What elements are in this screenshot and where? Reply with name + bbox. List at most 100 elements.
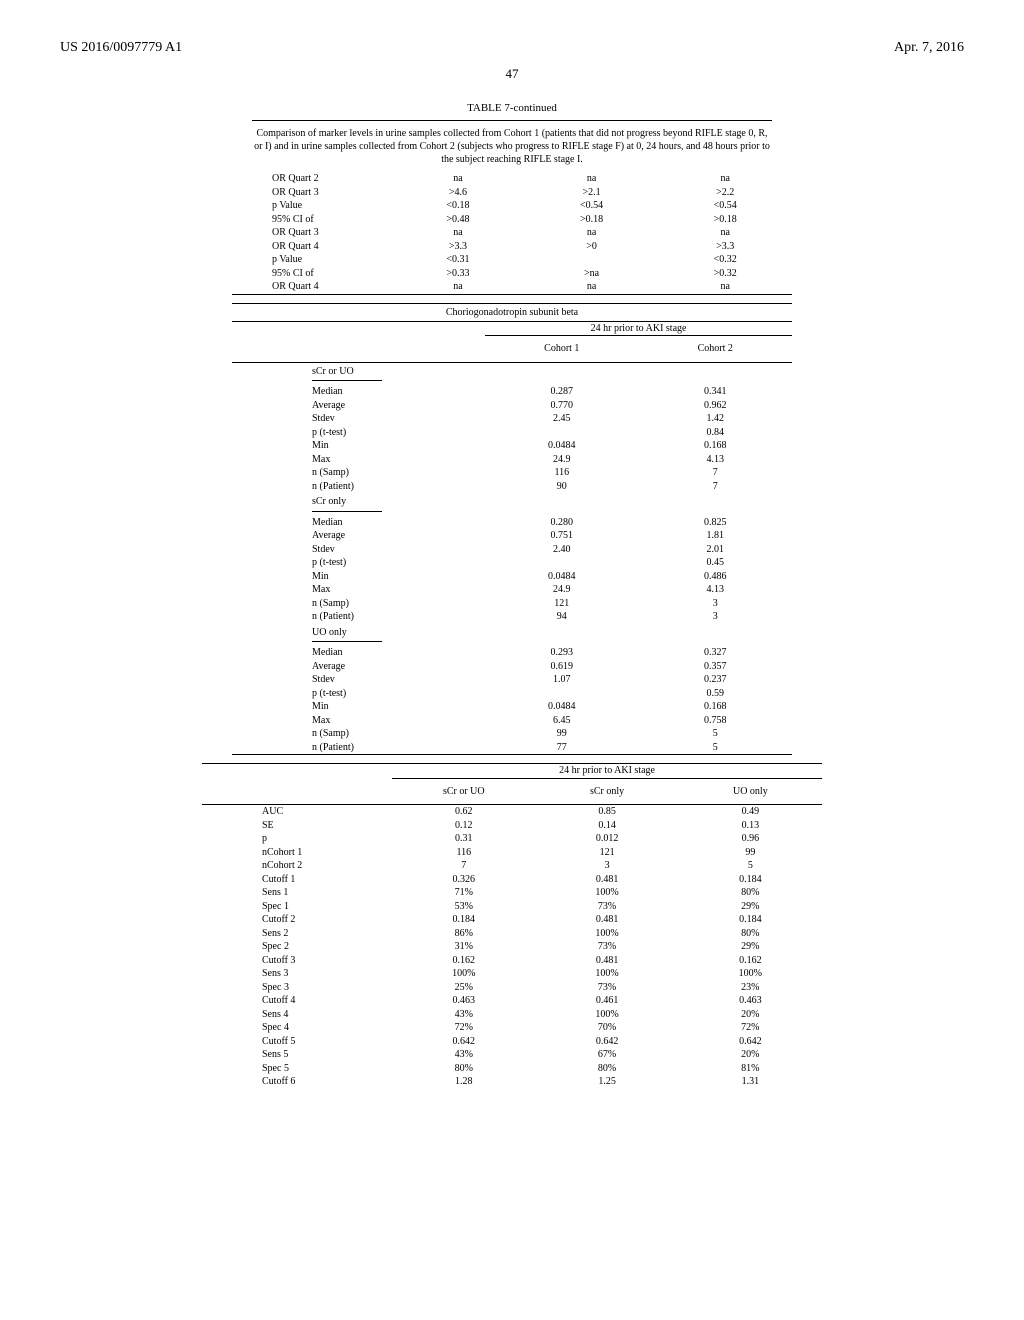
cell: 73% — [535, 940, 678, 954]
row-label: nCohort 2 — [202, 859, 392, 873]
cell: 53% — [392, 900, 535, 914]
span-header-24hr: 24 hr prior to AKI stage — [485, 322, 792, 336]
table-row: Cutoff 6 1.28 1.25 1.31 — [202, 1075, 822, 1089]
cell: na — [391, 226, 525, 240]
row-label: Median — [232, 516, 485, 530]
table-row: Spec 3 25% 73% 23% — [202, 981, 822, 995]
doc-id: US 2016/0097779 A1 — [60, 40, 182, 56]
row-label: OR Quart 4 — [232, 240, 391, 254]
cell: 0.293 — [485, 646, 638, 660]
cell: 1.42 — [639, 412, 792, 426]
cell: 0.162 — [392, 954, 535, 968]
cell: na — [525, 172, 659, 186]
cell: 5 — [639, 727, 792, 741]
cell: 73% — [535, 900, 678, 914]
table-caption: Comparison of marker levels in urine sam… — [252, 120, 772, 166]
cell: 0.13 — [679, 819, 822, 833]
table-row: Median 0.293 0.327 — [232, 646, 792, 660]
table-row: Max 6.45 0.758 — [232, 714, 792, 728]
table-row: Average 0.751 1.81 — [232, 529, 792, 543]
row-label: 95% CI of — [232, 267, 391, 281]
col-cohort2: Cohort 2 — [639, 336, 792, 363]
cell: 0.84 — [639, 426, 792, 440]
table-row: Max 24.9 4.13 — [232, 583, 792, 597]
cell: 0.168 — [639, 700, 792, 714]
cell — [485, 426, 638, 440]
cell: 100% — [535, 1008, 678, 1022]
table-row: p (t-test) 0.59 — [232, 687, 792, 701]
cell: 100% — [679, 967, 822, 981]
table-title: TABLE 7-continued — [60, 102, 964, 114]
row-label: p — [202, 832, 392, 846]
cell: 100% — [535, 886, 678, 900]
cell: 100% — [535, 967, 678, 981]
row-label: Spec 2 — [202, 940, 392, 954]
cell: 0.327 — [639, 646, 792, 660]
table-row: nCohort 2 7 3 5 — [202, 859, 822, 873]
cell: 67% — [535, 1048, 678, 1062]
table-row: OR Quart 4 na na na — [232, 280, 792, 294]
cell: 31% — [392, 940, 535, 954]
cell: 73% — [535, 981, 678, 995]
cell: >na — [525, 267, 659, 281]
table-row: 95% CI of >0.33 >na >0.32 — [232, 267, 792, 281]
cell: 0.49 — [679, 805, 822, 819]
row-label: p Value — [232, 253, 391, 267]
cell: >2.2 — [658, 186, 792, 200]
cell: <0.18 — [391, 199, 525, 213]
cell: 0.62 — [392, 805, 535, 819]
cell: 80% — [535, 1062, 678, 1076]
cell: 0.12 — [392, 819, 535, 833]
row-label: p (t-test) — [232, 687, 485, 701]
doc-date: Apr. 7, 2016 — [894, 40, 964, 56]
table-row: Cutoff 2 0.184 0.481 0.184 — [202, 913, 822, 927]
cell: 3 — [639, 597, 792, 611]
cell: 0.31 — [392, 832, 535, 846]
row-label: Max — [232, 714, 485, 728]
table-row: n (Samp) 116 7 — [232, 466, 792, 480]
table-2: 24 hr prior to AKI stage Cohort 1 Cohort… — [232, 322, 792, 756]
cell: 0.481 — [535, 873, 678, 887]
table-3: 24 hr prior to AKI stage sCr or UO sCr o… — [202, 763, 822, 1089]
cell: 0.14 — [535, 819, 678, 833]
cell: 0.463 — [392, 994, 535, 1008]
row-label: OR Quart 2 — [232, 172, 391, 186]
cell: 0.184 — [392, 913, 535, 927]
cell: 0.461 — [535, 994, 678, 1008]
col-scr-uo: sCr or UO — [392, 778, 535, 805]
cell: >0.33 — [391, 267, 525, 281]
row-label: Max — [232, 583, 485, 597]
cell: 6.45 — [485, 714, 638, 728]
cell: 0.619 — [485, 660, 638, 674]
row-label: nCohort 1 — [202, 846, 392, 860]
cell: 0.463 — [679, 994, 822, 1008]
row-label: n (Patient) — [232, 480, 485, 494]
span-header-24hr-b: 24 hr prior to AKI stage — [392, 764, 822, 779]
cell: 80% — [679, 927, 822, 941]
cell: 71% — [392, 886, 535, 900]
cell: 2.01 — [639, 543, 792, 557]
cell: 23% — [679, 981, 822, 995]
section-title: UO only — [232, 624, 485, 643]
cell: na — [391, 172, 525, 186]
page-number: 47 — [60, 66, 964, 82]
cell: 70% — [535, 1021, 678, 1035]
table-row: Cutoff 4 0.463 0.461 0.463 — [202, 994, 822, 1008]
subunit-title: Choriogonadotropin subunit beta — [232, 303, 792, 322]
row-label: Min — [232, 439, 485, 453]
cell: >0 — [525, 240, 659, 254]
cell: >0.48 — [391, 213, 525, 227]
cell: 0.168 — [639, 439, 792, 453]
cell: na — [658, 226, 792, 240]
cell: 0.770 — [485, 399, 638, 413]
row-label: Min — [232, 700, 485, 714]
cell: >0.18 — [525, 213, 659, 227]
cell: 99 — [485, 727, 638, 741]
cell: 1.31 — [679, 1075, 822, 1089]
cell: 0.486 — [639, 570, 792, 584]
cell: >3.3 — [391, 240, 525, 254]
table-row: Average 0.770 0.962 — [232, 399, 792, 413]
cell: <0.54 — [658, 199, 792, 213]
cell: <0.31 — [391, 253, 525, 267]
row-label: n (Patient) — [232, 741, 485, 755]
